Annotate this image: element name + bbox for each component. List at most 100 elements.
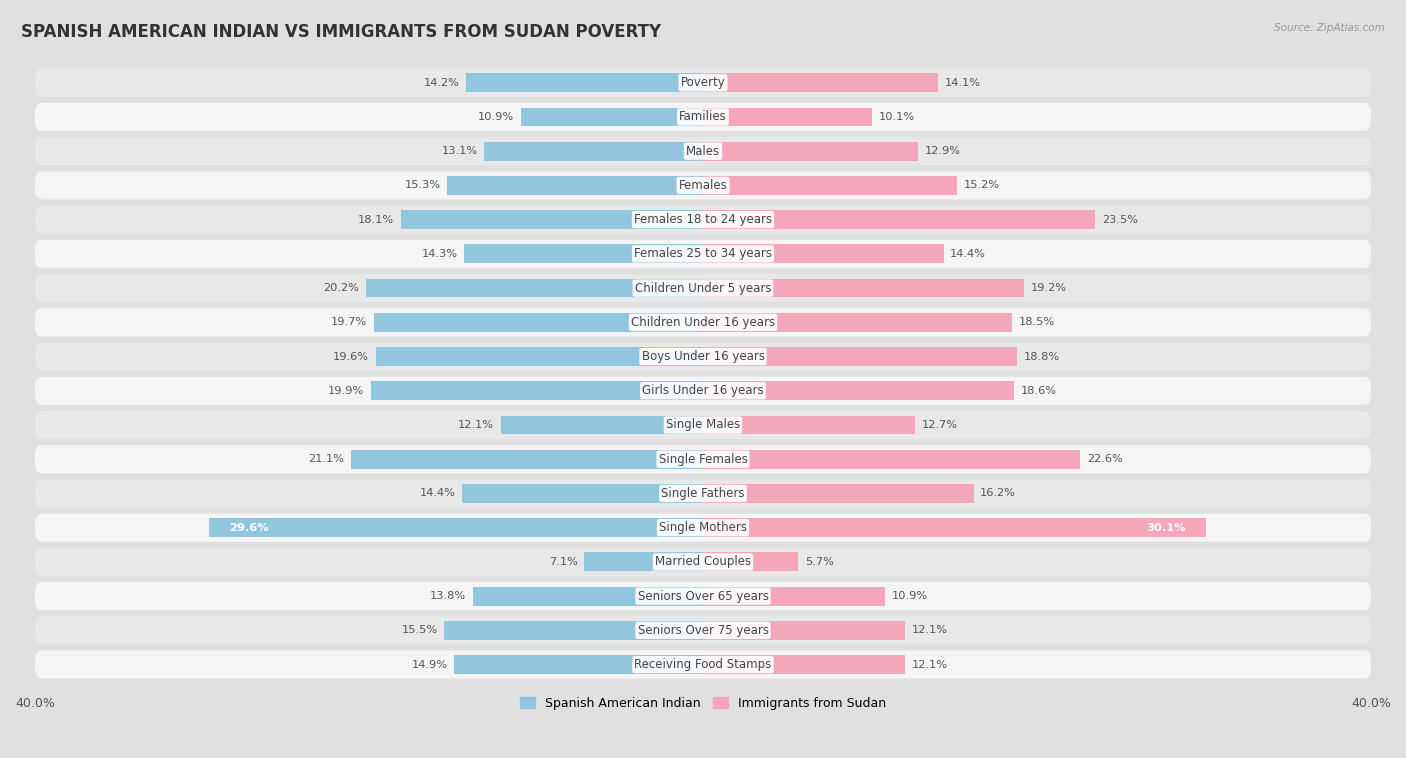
Text: 29.6%: 29.6% <box>229 523 269 533</box>
Bar <box>703 142 918 161</box>
Text: 18.6%: 18.6% <box>1021 386 1056 396</box>
Text: 23.5%: 23.5% <box>1102 215 1139 224</box>
Bar <box>463 484 703 503</box>
Text: 18.5%: 18.5% <box>1019 318 1054 327</box>
FancyBboxPatch shape <box>35 103 1371 131</box>
Text: SPANISH AMERICAN INDIAN VS IMMIGRANTS FROM SUDAN POVERTY: SPANISH AMERICAN INDIAN VS IMMIGRANTS FR… <box>21 23 661 41</box>
Bar <box>703 655 905 674</box>
Bar <box>522 108 703 127</box>
Bar <box>454 655 703 674</box>
Legend: Spanish American Indian, Immigrants from Sudan: Spanish American Indian, Immigrants from… <box>515 692 891 715</box>
Bar <box>350 449 703 468</box>
Bar <box>401 210 703 229</box>
Text: 15.2%: 15.2% <box>963 180 1000 190</box>
Text: 19.6%: 19.6% <box>333 352 368 362</box>
Bar <box>585 553 703 572</box>
Bar <box>465 74 703 92</box>
Bar <box>703 415 915 434</box>
Text: 12.9%: 12.9% <box>925 146 962 156</box>
Text: 19.9%: 19.9% <box>328 386 364 396</box>
Text: Seniors Over 65 years: Seniors Over 65 years <box>637 590 769 603</box>
Bar <box>703 210 1095 229</box>
Bar <box>703 347 1017 366</box>
Text: 12.7%: 12.7% <box>922 420 957 430</box>
FancyBboxPatch shape <box>35 343 1371 371</box>
Text: Boys Under 16 years: Boys Under 16 years <box>641 350 765 363</box>
Text: Source: ZipAtlas.com: Source: ZipAtlas.com <box>1274 23 1385 33</box>
FancyBboxPatch shape <box>35 171 1371 199</box>
Text: 18.1%: 18.1% <box>359 215 394 224</box>
FancyBboxPatch shape <box>35 69 1371 97</box>
Text: 15.3%: 15.3% <box>405 180 441 190</box>
Text: 22.6%: 22.6% <box>1087 454 1123 464</box>
Text: 19.2%: 19.2% <box>1031 283 1066 293</box>
FancyBboxPatch shape <box>35 205 1371 233</box>
Text: Single Males: Single Males <box>666 418 740 431</box>
Text: 5.7%: 5.7% <box>804 557 834 567</box>
Text: Females 25 to 34 years: Females 25 to 34 years <box>634 247 772 260</box>
FancyBboxPatch shape <box>35 445 1371 473</box>
Text: 21.1%: 21.1% <box>308 454 344 464</box>
FancyBboxPatch shape <box>35 582 1371 610</box>
Text: Single Mothers: Single Mothers <box>659 522 747 534</box>
FancyBboxPatch shape <box>35 377 1371 405</box>
Text: Receiving Food Stamps: Receiving Food Stamps <box>634 658 772 671</box>
Bar <box>208 518 703 537</box>
Text: Children Under 5 years: Children Under 5 years <box>634 281 772 295</box>
FancyBboxPatch shape <box>35 309 1371 337</box>
Text: 20.2%: 20.2% <box>323 283 359 293</box>
FancyBboxPatch shape <box>35 479 1371 507</box>
Text: Males: Males <box>686 145 720 158</box>
Bar <box>703 621 905 640</box>
Text: 12.1%: 12.1% <box>911 659 948 669</box>
Text: 18.8%: 18.8% <box>1024 352 1060 362</box>
Bar <box>703 74 938 92</box>
Text: Females 18 to 24 years: Females 18 to 24 years <box>634 213 772 226</box>
Text: 16.2%: 16.2% <box>980 488 1017 499</box>
Text: 30.1%: 30.1% <box>1146 523 1185 533</box>
Text: Children Under 16 years: Children Under 16 years <box>631 316 775 329</box>
Bar <box>501 415 703 434</box>
Bar <box>703 244 943 263</box>
Bar <box>371 381 703 400</box>
Text: Poverty: Poverty <box>681 77 725 89</box>
Bar <box>703 108 872 127</box>
Text: 13.8%: 13.8% <box>430 591 465 601</box>
Bar <box>703 518 1206 537</box>
Text: 13.1%: 13.1% <box>441 146 478 156</box>
Bar <box>464 244 703 263</box>
Text: 10.9%: 10.9% <box>891 591 928 601</box>
Text: 14.4%: 14.4% <box>950 249 986 259</box>
Text: 19.7%: 19.7% <box>332 318 367 327</box>
FancyBboxPatch shape <box>35 650 1371 678</box>
Bar <box>484 142 703 161</box>
Bar <box>703 484 973 503</box>
FancyBboxPatch shape <box>35 274 1371 302</box>
Bar <box>703 381 1014 400</box>
Text: 14.4%: 14.4% <box>420 488 456 499</box>
Text: Seniors Over 75 years: Seniors Over 75 years <box>637 624 769 637</box>
Text: 12.1%: 12.1% <box>911 625 948 635</box>
Bar <box>703 176 957 195</box>
Text: Girls Under 16 years: Girls Under 16 years <box>643 384 763 397</box>
Bar <box>703 313 1012 332</box>
Text: 10.1%: 10.1% <box>879 112 914 122</box>
Text: 14.1%: 14.1% <box>945 78 981 88</box>
Bar <box>375 347 703 366</box>
Text: 7.1%: 7.1% <box>548 557 578 567</box>
Text: Married Couples: Married Couples <box>655 556 751 568</box>
FancyBboxPatch shape <box>35 137 1371 165</box>
FancyBboxPatch shape <box>35 240 1371 268</box>
Text: 14.3%: 14.3% <box>422 249 457 259</box>
Text: 14.2%: 14.2% <box>423 78 460 88</box>
FancyBboxPatch shape <box>35 514 1371 542</box>
Bar <box>374 313 703 332</box>
Bar <box>366 279 703 297</box>
Text: 15.5%: 15.5% <box>401 625 437 635</box>
Text: 10.9%: 10.9% <box>478 112 515 122</box>
Bar <box>703 553 799 572</box>
Bar <box>703 587 884 606</box>
Text: Females: Females <box>679 179 727 192</box>
Text: 12.1%: 12.1% <box>458 420 495 430</box>
Text: Families: Families <box>679 111 727 124</box>
